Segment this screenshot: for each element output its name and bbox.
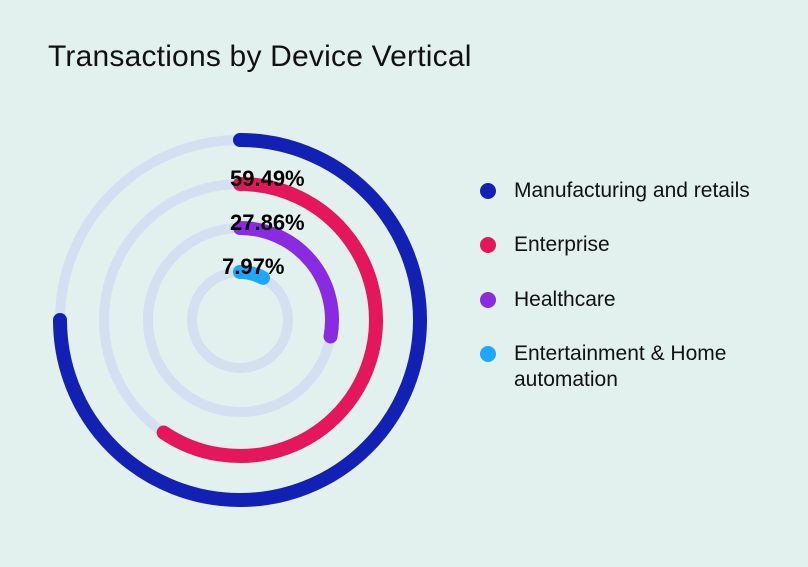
- legend-label: Healthcare: [514, 287, 616, 313]
- ring-value-label-2: 27.86%: [230, 210, 305, 235]
- ring-value-label-1: 59.49%: [230, 166, 305, 191]
- legend-item-2: Healthcare: [480, 287, 780, 313]
- legend-label: Manufacturing and retails: [514, 178, 750, 204]
- legend-dot-icon: [480, 346, 496, 362]
- ring-track-3: [192, 272, 288, 368]
- legend-item-1: Enterprise: [480, 232, 780, 258]
- legend-item-0: Manufacturing and retails: [480, 178, 780, 204]
- chart-title: Transactions by Device Vertical: [48, 40, 472, 74]
- legend-label: Enterprise: [514, 232, 610, 258]
- chart-card: Transactions by Device Vertical 59.49% 27…: [0, 0, 808, 567]
- legend: Manufacturing and retails Enterprise Healt…: [480, 178, 780, 421]
- radial-bar-chart: 59.49% 27.86% 7.97%: [30, 110, 450, 530]
- legend-label: Entertainment & Home automation: [514, 341, 754, 394]
- legend-dot-icon: [480, 237, 496, 253]
- legend-dot-icon: [480, 292, 496, 308]
- legend-dot-icon: [480, 183, 496, 199]
- ring-value-label-3: 7.97%: [222, 254, 284, 279]
- legend-item-3: Entertainment & Home automation: [480, 341, 780, 394]
